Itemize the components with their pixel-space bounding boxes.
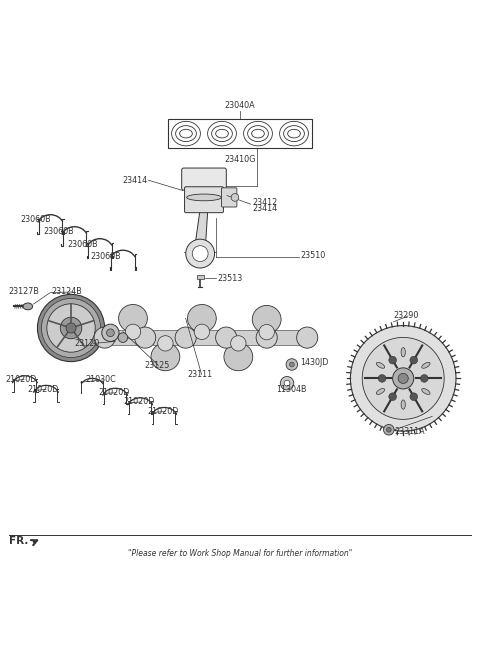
Text: 23510: 23510 [300, 251, 325, 260]
Bar [274, 330, 300, 345]
Bar [193, 330, 219, 345]
Circle shape [410, 356, 418, 364]
Circle shape [378, 375, 386, 382]
Polygon shape [195, 209, 208, 247]
Circle shape [389, 356, 396, 364]
Text: 21020D: 21020D [28, 385, 59, 394]
Text: 23412: 23412 [252, 197, 277, 207]
Circle shape [389, 393, 396, 401]
Text: 1430JD: 1430JD [300, 358, 328, 367]
Circle shape [384, 424, 394, 435]
Ellipse shape [376, 388, 384, 394]
Text: 11304B: 11304B [276, 385, 307, 394]
Circle shape [60, 318, 82, 338]
Ellipse shape [188, 304, 216, 333]
Ellipse shape [187, 194, 221, 201]
Text: 23060B: 23060B [90, 253, 121, 262]
Circle shape [420, 375, 428, 382]
Ellipse shape [23, 303, 33, 310]
Text: 23125: 23125 [144, 361, 169, 370]
Circle shape [118, 333, 128, 342]
Text: 21020D: 21020D [6, 375, 37, 384]
Text: 23060B: 23060B [20, 215, 51, 224]
Circle shape [194, 324, 210, 340]
Text: 23124B: 23124B [52, 287, 83, 296]
Text: "Please refer to Work Shop Manual for further information": "Please refer to Work Shop Manual for fu… [128, 549, 352, 558]
Text: FR.: FR. [9, 536, 28, 546]
Bar [234, 330, 259, 345]
FancyBboxPatch shape [181, 168, 227, 190]
Circle shape [94, 327, 115, 348]
Circle shape [280, 377, 294, 390]
Ellipse shape [422, 362, 430, 368]
Circle shape [37, 295, 105, 361]
Circle shape [398, 373, 408, 384]
Circle shape [47, 304, 95, 352]
Ellipse shape [401, 400, 405, 409]
Circle shape [231, 336, 246, 351]
Bar [153, 330, 178, 345]
Circle shape [107, 329, 114, 337]
Bar [168, 119, 312, 148]
Text: 23060B: 23060B [43, 228, 74, 237]
Text: 21030C: 21030C [85, 375, 116, 384]
Circle shape [41, 298, 101, 358]
Circle shape [286, 359, 298, 370]
Circle shape [125, 324, 141, 340]
Text: 23290: 23290 [394, 312, 419, 321]
Text: 23111: 23111 [187, 370, 212, 379]
Ellipse shape [252, 306, 281, 333]
Circle shape [102, 324, 119, 341]
Text: 23414: 23414 [122, 176, 147, 184]
Circle shape [158, 336, 173, 351]
Text: 23414: 23414 [252, 205, 277, 213]
Circle shape [297, 327, 318, 348]
Ellipse shape [422, 388, 430, 394]
Ellipse shape [376, 362, 384, 368]
Circle shape [386, 427, 391, 432]
Bar [197, 276, 204, 279]
Text: 23060B: 23060B [67, 240, 98, 249]
Circle shape [256, 327, 277, 348]
Circle shape [350, 325, 456, 431]
Circle shape [259, 325, 275, 340]
Circle shape [289, 362, 294, 367]
Text: 21020D: 21020D [147, 407, 178, 416]
Ellipse shape [401, 348, 405, 357]
Circle shape [216, 327, 237, 348]
Ellipse shape [119, 304, 147, 333]
Text: 23040A: 23040A [225, 100, 255, 110]
Circle shape [186, 239, 215, 268]
Text: 21020D: 21020D [123, 398, 154, 407]
Ellipse shape [224, 343, 253, 371]
Circle shape [134, 327, 156, 348]
Circle shape [175, 327, 196, 348]
Text: 23311A: 23311A [395, 426, 425, 436]
Circle shape [362, 337, 444, 419]
Bar [112, 330, 138, 345]
Circle shape [393, 368, 414, 389]
FancyBboxPatch shape [184, 187, 223, 213]
Circle shape [284, 380, 290, 386]
Text: 23410G: 23410G [224, 155, 256, 164]
Text: 21020D: 21020D [98, 388, 129, 398]
Text: 23127B: 23127B [9, 287, 39, 296]
Circle shape [410, 393, 418, 401]
Circle shape [192, 246, 208, 262]
Text: 23120: 23120 [74, 339, 100, 348]
Ellipse shape [151, 343, 180, 371]
FancyBboxPatch shape [221, 188, 237, 207]
Circle shape [66, 323, 76, 333]
Text: 23513: 23513 [217, 274, 242, 283]
Circle shape [231, 194, 239, 201]
